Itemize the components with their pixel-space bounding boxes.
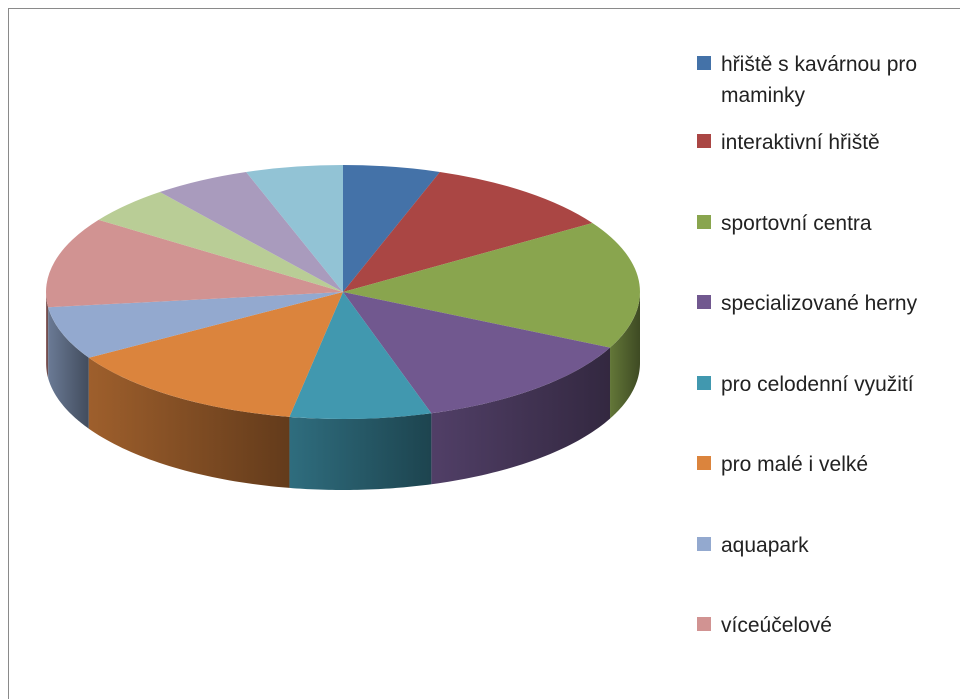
pie-side-specializované herny xyxy=(431,347,611,485)
legend-item: specializované herny xyxy=(697,288,960,319)
pie-slice-unlabeled-10 xyxy=(159,171,343,292)
legend-item: interaktivní hřiště xyxy=(697,127,960,158)
legend-label: sportovní centra xyxy=(721,212,872,235)
pie-slice-hřiště s kavárnou pro maminky xyxy=(343,165,440,292)
pie-side-pro malé i velké xyxy=(88,357,290,488)
legend-item: víceúčelové xyxy=(697,610,960,641)
legend-label: specializované herny xyxy=(721,292,918,315)
pie-slice-víceúčelové xyxy=(46,219,344,308)
legend-label: víceúčelové xyxy=(721,614,832,637)
legend-swatch xyxy=(697,215,711,229)
pie-slice-unlabeled-11 xyxy=(246,165,343,292)
pie-slice-pro celodenní využití xyxy=(289,292,432,420)
pie-side-víceúčelové xyxy=(46,292,49,379)
pie-slice-sportovní centra xyxy=(343,223,640,348)
legend-item: pro celodenní využití xyxy=(697,369,960,400)
legend-swatch xyxy=(697,376,711,390)
legend-swatch xyxy=(697,134,711,148)
pie-slice-aquapark xyxy=(48,292,344,358)
legend-label: hřiště s kavárnou pro maminky xyxy=(721,53,918,107)
pie-chart xyxy=(46,165,640,490)
pie-slice-interaktivní hřiště xyxy=(343,171,593,292)
pie-slice-pro malé i velké xyxy=(88,292,343,417)
legend-swatch xyxy=(697,56,711,70)
legend-item: sportovní centra xyxy=(697,208,960,239)
legend-label: interaktivní hřiště xyxy=(721,131,880,154)
pie-slice-specializované herny xyxy=(343,292,611,414)
legend-swatch xyxy=(697,537,711,551)
legend-item: pro malé i velké xyxy=(697,449,960,480)
legend-swatch xyxy=(697,617,711,631)
pie-side-pro celodenní využití xyxy=(289,413,432,490)
legend-label: aquapark xyxy=(721,534,809,557)
pie-slice-unlabeled-9 xyxy=(98,192,343,292)
legend-item: aquapark xyxy=(697,530,960,561)
legend-swatch xyxy=(697,295,711,309)
pie-side-aquapark xyxy=(48,307,89,429)
legend-swatch xyxy=(697,456,711,470)
legend-label: pro celodenní využití xyxy=(721,373,914,396)
legend-item: hřiště s kavárnou pro maminky xyxy=(697,49,960,111)
chart-area: hřiště s kavárnou pro maminky interaktivn… xyxy=(8,8,960,699)
pie-side-sportovní centra xyxy=(610,292,640,419)
legend-label: pro malé i velké xyxy=(721,453,869,476)
